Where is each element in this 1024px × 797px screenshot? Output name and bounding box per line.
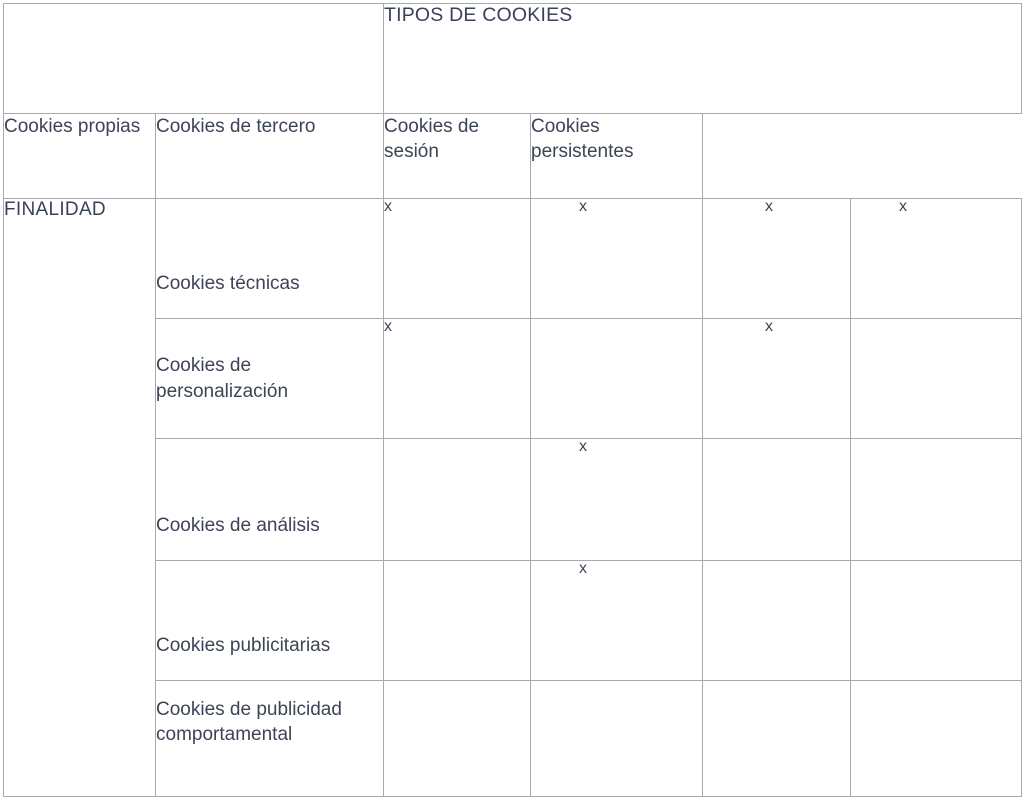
- table-header-row-group: TIPOS DE COOKIES: [3, 3, 1022, 114]
- mark-cell-personalizacion-sesion: x: [702, 318, 851, 439]
- mark-cell-personalizacion-propias: x: [383, 318, 531, 439]
- column-header-cookies-persistentes: Cookies persistentes: [530, 113, 703, 199]
- cookies-purpose-matrix-table: TIPOS DE COOKIES Cookies propias Cookies…: [3, 3, 1022, 797]
- table-row: Cookies de análisis x: [4, 438, 1022, 561]
- mark-cell-analisis-propias: [383, 438, 531, 561]
- table-row: Cookies de publicidad comportamental: [4, 680, 1022, 797]
- row-label-cookies-de-publicidad-comportamental: Cookies de publicidad comportamental: [155, 680, 384, 797]
- mark-cell-comportamental-sesion: [702, 680, 851, 797]
- mark-cell-tecnicas-persistentes: x: [850, 198, 1022, 319]
- table-header-row-columns: Cookies propias Cookies de tercero Cooki…: [3, 113, 1022, 199]
- mark-cell-analisis-sesion: [702, 438, 851, 561]
- header-corner-cell: [3, 3, 384, 114]
- column-header-cookies-de-tercero: Cookies de tercero: [155, 113, 384, 199]
- mark-cell-publicitarias-propias: [383, 560, 531, 681]
- column-header-cookies-de-sesion: Cookies de sesión: [383, 113, 531, 199]
- row-group-label-finalidad: FINALIDAD: [3, 198, 156, 797]
- table-row: Cookies de personalización x x: [4, 318, 1022, 439]
- row-label-cookies-publicitarias: Cookies publicitarias: [155, 560, 384, 681]
- table-row: FINALIDAD Cookies técnicas x x x x: [3, 198, 1022, 797]
- mark-cell-personalizacion-persistentes: [850, 318, 1022, 439]
- mark-cell-publicitarias-persistentes: [850, 560, 1022, 681]
- mark-cell-analisis-persistentes: [850, 438, 1022, 561]
- header-group-title: TIPOS DE COOKIES: [383, 3, 1022, 114]
- mark-cell-comportamental-propias: [383, 680, 531, 797]
- row-label-cookies-de-personalizacion: Cookies de personalización: [155, 318, 384, 439]
- mark-cell-comportamental-tercero: [530, 680, 703, 797]
- mark-cell-personalizacion-tercero: [530, 318, 703, 439]
- row-label-cookies-tecnicas: Cookies técnicas: [155, 198, 384, 319]
- mark-cell-analisis-tercero: x: [530, 438, 703, 561]
- mark-cell-tecnicas-sesion: x: [702, 198, 851, 319]
- mark-cell-publicitarias-tercero: x: [530, 560, 703, 681]
- table-row: Cookies publicitarias x: [4, 560, 1022, 681]
- column-header-cookies-propias: Cookies propias: [3, 113, 156, 199]
- mark-cell-tecnicas-propias: x: [383, 198, 531, 319]
- row-label-cookies-de-analisis: Cookies de análisis: [155, 438, 384, 561]
- mark-cell-publicitarias-sesion: [702, 560, 851, 681]
- mark-cell-comportamental-persistentes: [850, 680, 1022, 797]
- mark-cell-tecnicas-tercero: x: [530, 198, 703, 319]
